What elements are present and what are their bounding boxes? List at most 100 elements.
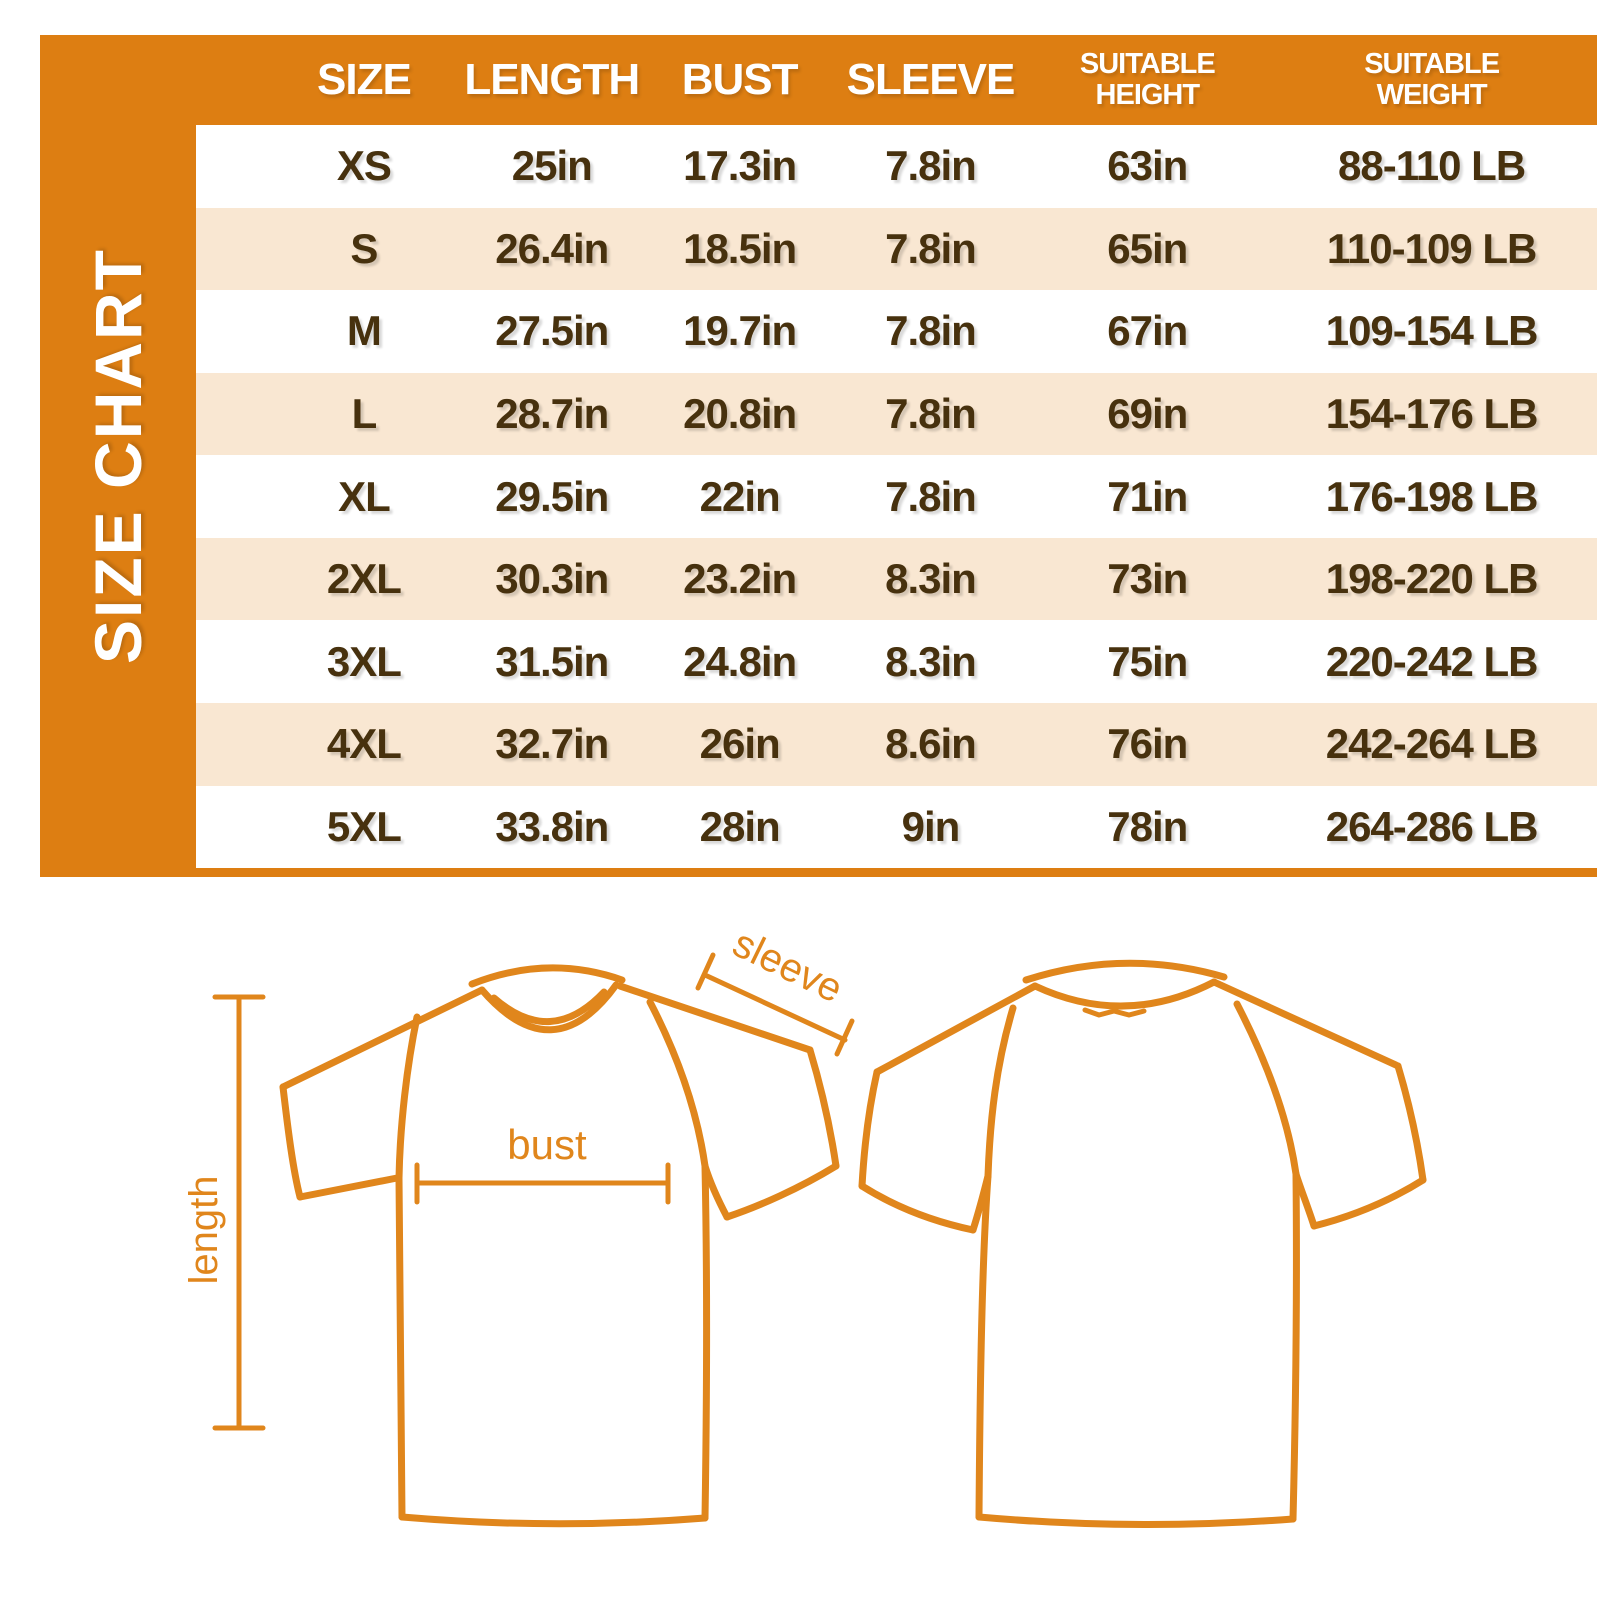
front-hem xyxy=(398,1513,709,1528)
column-header-suitable-height: SUITABLE HEIGHT xyxy=(1079,47,1216,112)
cell-suitable-height: 67in xyxy=(1107,307,1188,355)
cell-suitable-weight: 109-154 LB xyxy=(1325,307,1539,355)
column-header-suitable-weight-line2: WEIGHT xyxy=(1376,79,1488,111)
column-header-size-label: SIZE xyxy=(317,55,412,104)
cell-length: 28.7in xyxy=(495,389,609,437)
cell-bust: 17.3in xyxy=(683,142,797,190)
cell-suitable-weight: 264-286 LB xyxy=(1325,802,1539,850)
table-header-row: SIZE LENGTH BUST SLEEVE SUITABLE HEIGHT … xyxy=(196,35,1597,125)
front-left-sleeve-outer xyxy=(279,1083,304,1201)
length-dimension-line xyxy=(212,994,266,1431)
cell-length: 31.5in xyxy=(495,637,609,685)
bust-dimension-line xyxy=(414,1162,671,1205)
cell-suitable-height: 73in xyxy=(1107,555,1188,603)
cell-size: XL xyxy=(338,472,391,520)
front-body-right xyxy=(701,1162,710,1522)
column-header-sleeve-label: SLEEVE xyxy=(846,55,1016,104)
cell-length: 32.7in xyxy=(495,720,609,768)
cell-suitable-weight: 154-176 LB xyxy=(1325,389,1539,437)
sleeve-end-tick xyxy=(834,1018,855,1057)
front-left-armhole-seam xyxy=(395,1013,421,1182)
back-left-armhole-seam xyxy=(984,1004,1017,1180)
table-row: 5XL 33.8in 28in 9in 78in 264-286 LB xyxy=(196,785,1597,869)
cell-bust: 24.8in xyxy=(683,637,797,685)
cell-sleeve: 7.8in xyxy=(885,472,977,520)
column-header-size: SIZE xyxy=(317,55,412,104)
cell-sleeve: 8.3in xyxy=(885,555,977,603)
front-left-sleeve-cuff xyxy=(296,1174,401,1201)
cell-suitable-height: 69in xyxy=(1107,389,1188,437)
cell-sleeve: 8.3in xyxy=(885,637,977,685)
cell-size: 2XL xyxy=(326,555,402,603)
cell-size: 4XL xyxy=(326,720,402,768)
front-right-armhole-seam xyxy=(646,998,709,1170)
table-row: 4XL 32.7in 26in 8.6in 76in 242-264 LB xyxy=(196,702,1597,786)
front-right-shoulder xyxy=(616,982,814,1054)
cell-sleeve: 7.8in xyxy=(885,224,977,272)
cell-bust: 28in xyxy=(699,802,781,850)
cell-bust: 19.7in xyxy=(683,307,797,355)
front-collar-outer xyxy=(478,981,620,1034)
table-row: S 26.4in 18.5in 7.8in 65in 110-109 LB xyxy=(196,207,1597,291)
sleeve-label: sleeve xyxy=(726,921,849,1011)
cell-length: 27.5in xyxy=(495,307,609,355)
table-row: L 28.7in 20.8in 7.8in 69in 154-176 LB xyxy=(196,372,1597,456)
front-collar-inner xyxy=(490,988,608,1025)
table-row: M 27.5in 19.7in 7.8in 67in 109-154 LB xyxy=(196,290,1597,373)
back-body-right xyxy=(1289,1170,1300,1523)
cell-bust: 23.2in xyxy=(683,555,797,603)
back-right-shoulder xyxy=(1210,978,1402,1070)
column-header-suitable-height-line1: SUITABLE xyxy=(1079,47,1216,80)
front-left-shoulder xyxy=(279,986,486,1091)
column-header-sleeve: SLEEVE xyxy=(846,55,1016,104)
cell-length: 26.4in xyxy=(495,224,609,272)
back-hem xyxy=(975,1513,1297,1529)
front-right-sleeve-cuff xyxy=(723,1162,840,1221)
cell-length: 29.5in xyxy=(495,472,609,520)
column-header-bust-label: BUST xyxy=(681,55,799,104)
back-right-sleeve-cuff xyxy=(1310,1176,1427,1230)
cell-suitable-weight: 176-198 LB xyxy=(1325,472,1539,520)
bust-label: bust xyxy=(507,1121,587,1168)
cell-suitable-height: 71in xyxy=(1107,472,1188,520)
cell-sleeve: 9in xyxy=(901,802,961,850)
back-body-left xyxy=(975,1172,992,1521)
back-collar-top xyxy=(1022,959,1228,984)
length-label: length xyxy=(182,1176,226,1285)
cell-suitable-height: 78in xyxy=(1107,802,1188,850)
column-header-suitable-weight: SUITABLE WEIGHT xyxy=(1364,47,1500,112)
column-header-suitable-weight-line1: SUITABLE xyxy=(1364,47,1500,80)
column-header-length-label: LENGTH xyxy=(464,55,640,104)
cell-sleeve: 7.8in xyxy=(885,307,977,355)
sleeve-dimension-line xyxy=(695,952,855,1057)
front-collar-top xyxy=(468,964,626,988)
back-left-shoulder xyxy=(873,982,1039,1076)
cell-suitable-weight: 110-109 LB xyxy=(1326,224,1537,272)
cell-suitable-weight: 242-264 LB xyxy=(1325,720,1539,768)
size-table: SIZE LENGTH BUST SLEEVE SUITABLE HEIGHT … xyxy=(196,35,1597,877)
cell-sleeve: 7.8in xyxy=(885,389,977,437)
table-body: XS 25in 17.3in 7.8in 63in 88-110 LB S 26… xyxy=(196,125,1597,869)
back-collar-stitching xyxy=(1082,1007,1147,1018)
cell-length: 25in xyxy=(511,142,593,190)
tshirt-front-outline xyxy=(279,964,840,1528)
table-row: XS 25in 17.3in 7.8in 63in 88-110 LB xyxy=(196,125,1597,208)
back-right-armhole-seam xyxy=(1233,1000,1300,1178)
front-body-left xyxy=(395,1174,406,1521)
table-row: 3XL 31.5in 24.8in 8.3in 75in 220-242 LB xyxy=(196,620,1597,703)
sleeve-start-tick xyxy=(695,952,716,991)
cell-suitable-height: 75in xyxy=(1107,637,1188,685)
cell-sleeve: 7.8in xyxy=(885,142,977,190)
cell-bust: 26in xyxy=(699,720,781,768)
cell-bust: 20.8in xyxy=(683,389,797,437)
cell-length: 30.3in xyxy=(495,555,609,603)
cell-bust: 18.5in xyxy=(683,224,797,272)
cell-bust: 22in xyxy=(699,472,781,520)
size-chart-panel: SIZE CHART SIZE LENGTH BUST SLEEVE SUITA… xyxy=(40,35,1597,877)
column-header-bust: BUST xyxy=(681,55,799,104)
cell-size: S xyxy=(350,224,378,272)
cell-length: 33.8in xyxy=(495,802,609,850)
back-left-sleeve-outer xyxy=(858,1068,881,1190)
table-row: 2XL 30.3in 23.2in 8.3in 73in 198-220 LB xyxy=(196,537,1597,621)
column-header-suitable-height-line2: HEIGHT xyxy=(1095,79,1201,111)
